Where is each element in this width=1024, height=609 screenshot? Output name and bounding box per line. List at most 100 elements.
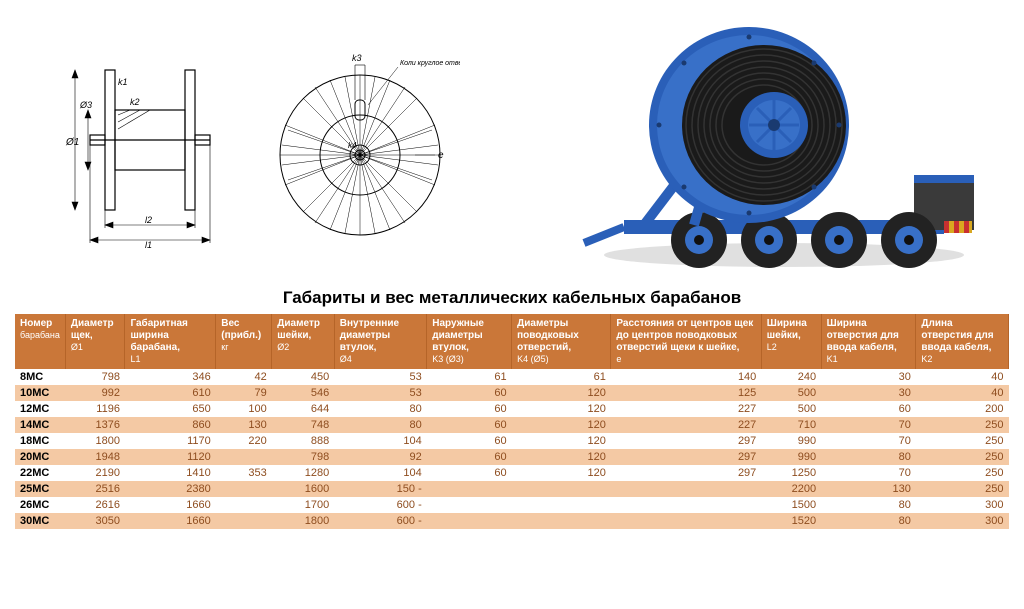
table-cell bbox=[216, 481, 272, 497]
table-cell bbox=[216, 497, 272, 513]
table-cell: 61 bbox=[427, 369, 512, 385]
table-cell: 1948 bbox=[65, 449, 125, 465]
diagram-note: Коли круглое отверстие Ø4 bbox=[400, 60, 460, 67]
table-cell: 60 bbox=[427, 433, 512, 449]
table-cell: 1520 bbox=[761, 513, 821, 529]
dim-l2: l2 bbox=[145, 215, 152, 225]
table-cell: 1280 bbox=[272, 465, 334, 481]
table-cell bbox=[611, 497, 761, 513]
table-cell: 120 bbox=[512, 449, 611, 465]
column-header: Вес (прибл.)кг bbox=[216, 314, 272, 369]
table-row: 25MC251623801600150 -2200130250 bbox=[15, 481, 1009, 497]
table-cell: 227 bbox=[611, 417, 761, 433]
column-header: Длина отверстия для ввода кабеля,K2 bbox=[916, 314, 1009, 369]
page-title: Габариты и вес металлических кабельных б… bbox=[0, 280, 1024, 314]
table-row: 10MC9926107954653601201255003040 bbox=[15, 385, 1009, 401]
table-cell: 120 bbox=[512, 433, 611, 449]
specs-table-container: НомербарабанаДиаметр щек,Ø1Габаритная ши… bbox=[0, 314, 1024, 529]
table-cell: 990 bbox=[761, 449, 821, 465]
front-view-diagram: k3 Коли круглое отверстие Ø4 k4 e bbox=[260, 50, 460, 250]
table-cell: 104 bbox=[334, 433, 427, 449]
table-cell: 53 bbox=[334, 385, 427, 401]
table-cell: 130 bbox=[821, 481, 916, 497]
table-cell bbox=[512, 481, 611, 497]
table-cell: 990 bbox=[761, 433, 821, 449]
dim-k1: k1 bbox=[118, 77, 128, 87]
table-cell: 80 bbox=[821, 513, 916, 529]
dim-k2: k2 bbox=[130, 97, 140, 107]
table-cell: 644 bbox=[272, 401, 334, 417]
specs-table: НомербарабанаДиаметр щек,Ø1Габаритная ши… bbox=[15, 314, 1009, 529]
table-cell: 61 bbox=[512, 369, 611, 385]
table-cell: 30 bbox=[821, 369, 916, 385]
table-cell: 1170 bbox=[125, 433, 216, 449]
table-cell: 500 bbox=[761, 385, 821, 401]
table-cell: 130 bbox=[216, 417, 272, 433]
table-cell: 610 bbox=[125, 385, 216, 401]
table-cell: 70 bbox=[821, 433, 916, 449]
table-cell: 10MC bbox=[15, 385, 65, 401]
table-cell: 450 bbox=[272, 369, 334, 385]
column-header: Диаметр шейки,Ø2 bbox=[272, 314, 334, 369]
table-cell: 1660 bbox=[125, 513, 216, 529]
table-cell: 125 bbox=[611, 385, 761, 401]
table-cell bbox=[427, 513, 512, 529]
table-row: 8MC798346424505361611402403040 bbox=[15, 369, 1009, 385]
table-cell: 888 bbox=[272, 433, 334, 449]
top-section: Ø1 Ø3 k1 k2 l2 bbox=[0, 0, 1024, 280]
dim-l1: l1 bbox=[145, 240, 152, 250]
table-cell bbox=[427, 497, 512, 513]
column-header: Габаритная ширина барабана,L1 bbox=[125, 314, 216, 369]
table-cell: 297 bbox=[611, 433, 761, 449]
table-cell: 80 bbox=[334, 401, 427, 417]
table-cell: 353 bbox=[216, 465, 272, 481]
table-cell: 25MC bbox=[15, 481, 65, 497]
table-cell: 1800 bbox=[65, 433, 125, 449]
table-cell: 120 bbox=[512, 465, 611, 481]
table-cell: 3050 bbox=[65, 513, 125, 529]
table-cell: 250 bbox=[916, 481, 1009, 497]
dim-phi3: Ø3 bbox=[79, 100, 92, 110]
dim-k3: k3 bbox=[352, 53, 362, 63]
column-header: Наружные диаметры втулок,K3 (Ø3) bbox=[427, 314, 512, 369]
table-cell: 92 bbox=[334, 449, 427, 465]
table-row: 20MC19481120798926012029799080250 bbox=[15, 449, 1009, 465]
table-cell: 80 bbox=[821, 449, 916, 465]
table-cell bbox=[611, 481, 761, 497]
side-view-diagram: Ø1 Ø3 k1 k2 l2 bbox=[60, 50, 230, 250]
table-cell: 860 bbox=[125, 417, 216, 433]
table-cell: 60 bbox=[427, 385, 512, 401]
table-cell: 80 bbox=[334, 417, 427, 433]
table-cell: 250 bbox=[916, 465, 1009, 481]
table-cell: 70 bbox=[821, 417, 916, 433]
table-cell: 250 bbox=[916, 449, 1009, 465]
table-cell: 40 bbox=[916, 385, 1009, 401]
cable-drum-trailer-photo bbox=[564, 25, 984, 275]
column-header: Диаметр щек,Ø1 bbox=[65, 314, 125, 369]
table-row: 22MC21901410353128010460120297125070250 bbox=[15, 465, 1009, 481]
table-cell: 120 bbox=[512, 385, 611, 401]
table-cell: 104 bbox=[334, 465, 427, 481]
table-cell: 798 bbox=[65, 369, 125, 385]
table-cell: 79 bbox=[216, 385, 272, 401]
table-row: 12MC1196650100644806012022750060200 bbox=[15, 401, 1009, 417]
table-cell: 53 bbox=[334, 369, 427, 385]
dim-e: e bbox=[438, 150, 444, 161]
table-cell: 1700 bbox=[272, 497, 334, 513]
table-cell: 250 bbox=[916, 433, 1009, 449]
table-row: 14MC1376860130748806012022771070250 bbox=[15, 417, 1009, 433]
table-cell: 30MC bbox=[15, 513, 65, 529]
table-cell bbox=[216, 449, 272, 465]
table-cell: 8MC bbox=[15, 369, 65, 385]
table-cell: 1410 bbox=[125, 465, 216, 481]
table-cell: 1376 bbox=[65, 417, 125, 433]
table-row: 18MC180011702208881046012029799070250 bbox=[15, 433, 1009, 449]
dim-k4: k4 bbox=[348, 141, 357, 150]
table-cell: 710 bbox=[761, 417, 821, 433]
table-cell: 150 - bbox=[334, 481, 427, 497]
table-cell: 120 bbox=[512, 401, 611, 417]
table-cell: 42 bbox=[216, 369, 272, 385]
table-cell: 120 bbox=[512, 417, 611, 433]
table-cell: 60 bbox=[427, 417, 512, 433]
table-cell: 748 bbox=[272, 417, 334, 433]
